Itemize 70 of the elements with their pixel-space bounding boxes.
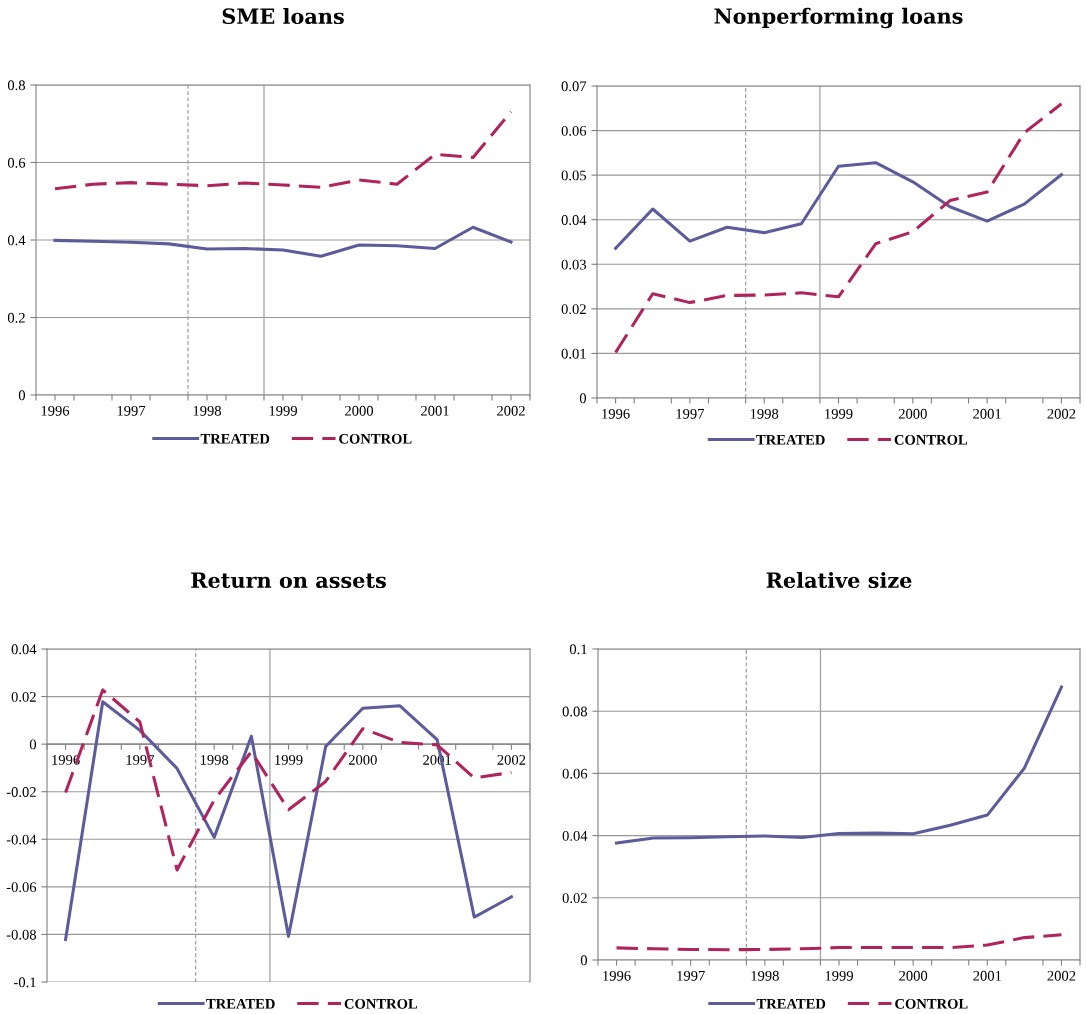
y-tick-label: 0 (579, 393, 587, 404)
x-tick-label: 2002 (497, 754, 526, 765)
x-tick-label: 1998 (193, 405, 222, 416)
x-tick-label: 2000 (345, 405, 374, 416)
x-tick-label: 2001 (421, 405, 449, 416)
x-tick-label: 1999 (825, 970, 853, 981)
x-tick-label: 1999 (275, 755, 303, 765)
x-tick-label: 1997 (677, 970, 705, 981)
line-series (53, 110, 513, 191)
y-tick-label: 0.1 (569, 644, 587, 655)
legend-label: TREATED (756, 434, 825, 445)
y-tick-label: 0.04 (562, 830, 588, 841)
y-tick-label: 0.08 (562, 706, 588, 717)
y-tick-label: -0.08 (6, 929, 37, 940)
y-tick-label: 0.03 (561, 259, 587, 270)
x-tick-label: 1999 (825, 408, 853, 419)
x-tick-label: 2001 (973, 408, 1001, 419)
x-tick-label: 1998 (751, 970, 779, 981)
line-series (615, 685, 1063, 845)
y-tick-label: 0.4 (7, 235, 26, 246)
x-tick-label: 2002 (497, 405, 525, 416)
x-tick-label: 1998 (750, 408, 779, 419)
x-tick-label: 1998 (200, 754, 229, 765)
x-tick-label: 2001 (973, 970, 1002, 981)
x-tick-label: 1997 (676, 408, 705, 419)
line-series (614, 161, 1063, 250)
chart-title: SME loans (222, 7, 344, 25)
x-tick-label: 1996 (603, 970, 631, 981)
y-tick-label: 0.01 (561, 348, 586, 359)
legend-label: CONTROL (339, 433, 412, 444)
y-tick-label: 0 (580, 955, 588, 966)
x-tick-label: 1996 (602, 408, 630, 419)
y-tick-label: 0 (18, 390, 26, 401)
y-tick-label: 0.04 (11, 644, 37, 655)
chart-title: Return on assets (191, 572, 386, 589)
legend-label: TREATED (756, 998, 826, 1009)
y-tick-label: 0.6 (7, 157, 26, 168)
chart-title: Nonperforming loans (714, 7, 963, 29)
y-tick-label: 0.02 (11, 691, 36, 702)
y-tick-label: 0 (29, 739, 37, 750)
chart-title: Relative size (766, 571, 912, 589)
y-tick-label: 0.2 (7, 312, 25, 323)
y-tick-label: 0.05 (561, 170, 587, 181)
x-tick-label: 1996 (41, 405, 70, 416)
x-tick-label: 1997 (117, 405, 146, 416)
legend-label: CONTROL (894, 434, 968, 445)
line-series (53, 225, 513, 258)
y-tick-label: 0.07 (561, 81, 587, 92)
y-tick-label: 0.02 (562, 893, 587, 904)
legend-label: CONTROL (344, 998, 418, 1009)
x-tick-label: 1999 (269, 405, 297, 416)
legend-label: CONTROL (895, 998, 968, 1009)
x-tick-label: 2002 (1047, 970, 1076, 981)
y-tick-label: 0.02 (561, 304, 586, 315)
line-series (615, 933, 1063, 952)
legend-label: TREATED (200, 433, 270, 444)
x-tick-label: 2002 (1047, 408, 1076, 419)
y-tick-label: -0.02 (6, 787, 36, 797)
x-tick-label: 2000 (899, 970, 928, 981)
y-tick-label: 0.8 (7, 80, 26, 91)
y-tick-label: 0.06 (562, 768, 588, 779)
y-tick-label: -0.04 (6, 834, 37, 845)
x-tick-label: 2000 (348, 754, 377, 765)
y-tick-label: -0.1 (14, 977, 36, 988)
y-tick-label: 0.06 (561, 125, 587, 136)
y-tick-label: -0.06 (6, 882, 37, 893)
legend-label: TREATED (206, 998, 275, 1009)
x-tick-label: 2000 (898, 408, 927, 419)
line-series (614, 102, 1063, 355)
y-tick-label: 0.04 (561, 215, 587, 225)
